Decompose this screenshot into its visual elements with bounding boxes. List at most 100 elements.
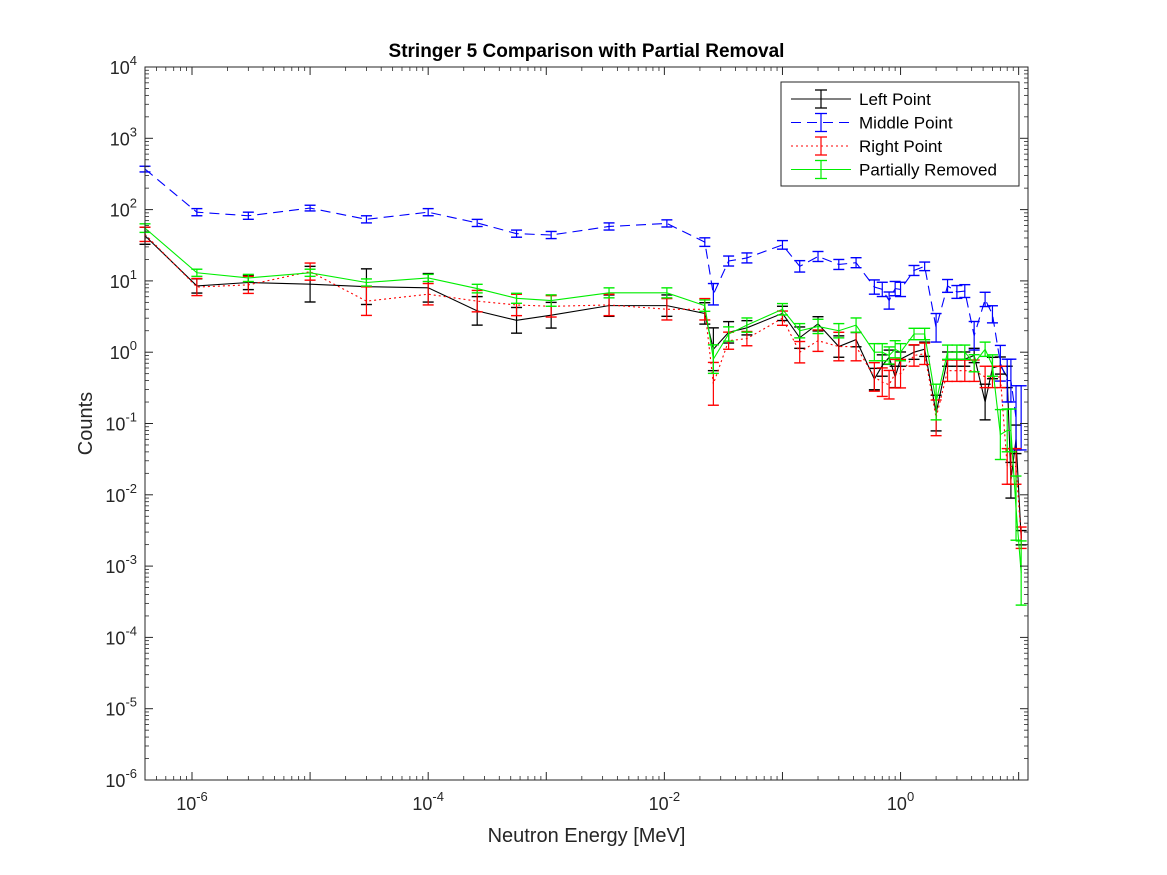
error-bar: [833, 258, 845, 271]
error-bar: [741, 317, 753, 333]
x-tick-label: 100: [887, 789, 914, 814]
error-bar: [794, 340, 806, 364]
error-bar: [895, 281, 907, 298]
error-bar: [191, 207, 203, 217]
error-bar: [868, 279, 880, 295]
y-tick-label: 101: [110, 267, 137, 292]
error-bar: [868, 361, 880, 392]
legend-entry: Right Point: [791, 136, 942, 156]
error-bar: [776, 239, 788, 250]
error-bar: [812, 318, 824, 335]
error-bar: [360, 215, 372, 224]
error-bar: [833, 322, 845, 339]
error-bar: [883, 346, 895, 365]
legend-label: Middle Point: [859, 114, 953, 133]
error-bar: [707, 344, 719, 375]
error-bar: [986, 305, 998, 324]
error-bar: [741, 252, 753, 264]
x-tick-label: 10-6: [176, 789, 208, 814]
y-axis-label: Counts: [75, 392, 97, 455]
error-bar: [661, 297, 673, 321]
axes-layer: 10-6 10-5 10-4 10-3 10-2 10-1 100 101 102 103 104 1…: [105, 53, 1029, 814]
error-bar: [360, 278, 372, 287]
error-bar: [919, 327, 931, 341]
error-bar: [545, 230, 557, 240]
legend-entry: Left Point: [791, 89, 931, 109]
error-bar: [959, 283, 971, 299]
error-bar: [908, 327, 920, 341]
error-bar: [699, 299, 711, 313]
error-bar: [1005, 358, 1017, 403]
y-tick-label: 100: [110, 338, 137, 363]
error-bar: [422, 282, 434, 306]
error-bar: [850, 257, 862, 269]
legend-label: Partially Removed: [859, 161, 997, 180]
error-bar: [723, 255, 735, 267]
error-bar: [191, 268, 203, 278]
error-bar: [994, 365, 1006, 389]
series-layer: [139, 165, 1027, 606]
error-bar: [919, 261, 931, 272]
error-bar: [889, 280, 901, 297]
error-bar: [986, 354, 998, 377]
error-bar: [876, 367, 888, 398]
error-bar: [545, 294, 557, 307]
error-bar: [723, 326, 735, 342]
error-bar: [1005, 408, 1017, 453]
y-tick-label: 102: [110, 196, 137, 221]
x-tick-label: 10-4: [412, 789, 444, 814]
error-bar: [511, 229, 523, 238]
error-bar: [304, 268, 316, 278]
error-bar: [876, 342, 888, 362]
error-bar: [942, 344, 954, 361]
error-bar: [304, 204, 316, 212]
series-1: [139, 165, 1027, 451]
legend-label: Left Point: [859, 90, 931, 109]
error-bar: [603, 287, 615, 299]
y-tick-label: 10-4: [105, 623, 137, 648]
error-bar: [883, 291, 895, 310]
error-bar: [360, 286, 372, 317]
error-bar: [1010, 475, 1022, 541]
error-bar: [951, 284, 963, 300]
error-bar: [422, 273, 434, 283]
y-tick-label: 104: [110, 53, 137, 78]
error-bar: [699, 237, 711, 248]
error-bar: [968, 320, 980, 351]
x-tick-label: 10-2: [649, 789, 681, 814]
error-bar: [422, 207, 434, 217]
error-bar: [661, 287, 673, 299]
y-tick-label: 10-6: [105, 766, 137, 791]
error-bar: [979, 291, 991, 308]
error-bar: [850, 317, 862, 333]
legend-label: Right Point: [859, 137, 942, 156]
error-bar: [242, 273, 254, 283]
error-bar: [1015, 540, 1027, 606]
error-bar: [895, 342, 907, 362]
y-tick-label: 10-1: [105, 410, 137, 435]
error-bar: [1015, 385, 1027, 451]
error-bar: [883, 369, 895, 400]
y-tick-label: 103: [110, 124, 137, 149]
legend-entry: Middle Point: [791, 112, 953, 133]
error-bar: [661, 219, 673, 228]
chart-title: Stringer 5 Comparison with Partial Remov…: [389, 41, 785, 62]
error-bar: [707, 282, 719, 306]
error-bar: [930, 383, 942, 421]
error-bar: [959, 344, 971, 361]
y-tick-label: 10-2: [105, 481, 137, 506]
error-bar: [471, 283, 483, 294]
error-bar: [930, 312, 942, 343]
error-bar: [908, 264, 920, 277]
error-bar: [968, 353, 980, 373]
error-bar: [794, 322, 806, 339]
error-bar: [471, 218, 483, 228]
error-bar: [511, 292, 523, 304]
x-axis-label: Neutron Energy [MeV]: [488, 825, 686, 847]
error-bar: [979, 341, 991, 358]
error-bar: [794, 259, 806, 273]
error-bar: [812, 250, 824, 263]
error-bar: [191, 277, 203, 297]
